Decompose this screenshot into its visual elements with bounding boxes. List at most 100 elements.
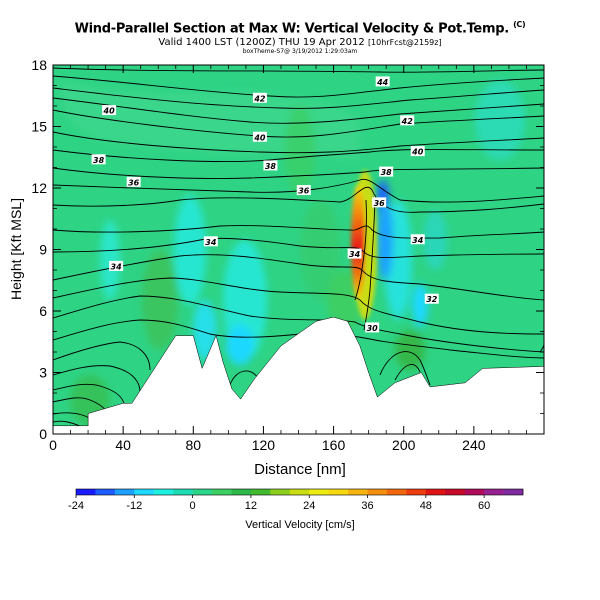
isentrope-label-text: 36 — [374, 199, 386, 208]
isentrope-label-text: 34 — [111, 262, 123, 271]
isentrope-label-text: 40 — [411, 148, 424, 157]
isentrope-label: 34 — [410, 234, 425, 245]
updraft-region — [142, 250, 178, 350]
colorbar-tick-label: 60 — [478, 500, 490, 512]
isentrope-label-bg — [400, 115, 415, 126]
x-tick-label: 0 — [49, 437, 57, 453]
x-tick-label: 200 — [392, 437, 416, 453]
isentrope-label-text: 40 — [253, 133, 266, 142]
isentrope-label: 40 — [252, 131, 267, 142]
isentrope-label-bg — [126, 176, 141, 187]
y-tick-label: 6 — [39, 303, 47, 319]
y-axis-label: Height [Kft MSL] — [8, 198, 24, 300]
colorbar-label: Vertical Velocity [cm/s] — [245, 519, 354, 531]
colorbar-swatch — [153, 489, 174, 495]
colorbar-swatch — [406, 489, 427, 495]
isentrope-label: 40 — [102, 105, 117, 116]
downdraft-core — [377, 200, 393, 280]
isentrope-label-bg — [263, 160, 278, 171]
y-tick-label: 3 — [39, 365, 47, 381]
colorbar-swatch — [270, 489, 291, 495]
isentrope-label-bg — [365, 322, 380, 333]
isentrope-label: 36 — [126, 176, 141, 187]
colorbar-swatch — [95, 489, 116, 495]
isentrope-label-bg — [252, 131, 267, 142]
chart-subtitle: Valid 1400 LST (1200Z) THU 19 Apr 2012 [… — [0, 37, 600, 48]
isentrope-label-text: 38 — [265, 162, 277, 171]
isentrope-label-bg — [296, 185, 311, 196]
colorbar-swatch — [348, 489, 368, 495]
isentrope-label: 34 — [347, 248, 362, 259]
velocity-field-shading — [60, 80, 525, 425]
colorbar-swatch — [367, 489, 388, 495]
x-tick-label: 160 — [322, 437, 346, 453]
colorbar-swatch — [445, 489, 465, 495]
isentrope-label: 34 — [109, 260, 124, 271]
colorbar-swatch — [212, 489, 232, 495]
colorbar-swatch — [464, 489, 485, 495]
x-axis-label: Distance [nm] — [254, 461, 346, 478]
isentrope-label-bg — [203, 236, 218, 247]
isentrope-label: 40 — [410, 146, 425, 157]
colorbar-tick-label: 12 — [245, 500, 257, 512]
isentrope-label: 30 — [365, 322, 380, 333]
colorbar-tick-label: 0 — [190, 500, 196, 512]
x-tick-label: 120 — [252, 437, 276, 453]
isentrope-label: 36 — [372, 197, 387, 208]
colorbar-tick-label: -12 — [126, 500, 142, 512]
isentrope-label-text: 38 — [381, 168, 393, 177]
downdraft-region — [423, 210, 447, 270]
y-tick-label: 9 — [39, 242, 47, 258]
isentrope-label-text: 36 — [298, 187, 310, 196]
isentrope-label-text: 40 — [103, 107, 116, 116]
colorbar-swatch — [484, 489, 504, 495]
colorbar-tick-label: 24 — [303, 500, 315, 512]
isentrope-label-bg — [410, 146, 425, 157]
downdraft-region — [193, 300, 217, 360]
isentrope-label: 34 — [203, 236, 218, 247]
downdraft-region — [174, 195, 206, 305]
isentrope-label: 38 — [91, 154, 106, 165]
isentrope-label: 32 — [424, 293, 439, 304]
isentrope-label-bg — [379, 166, 394, 177]
isentrope-label: 36 — [296, 185, 311, 196]
weak-updraft-region — [60, 80, 360, 160]
plot-field: 44 42 42 40 40 40 38 38 38 36 36 36 34 34 34 34 32 30 — [53, 65, 544, 434]
colorbar-swatch — [328, 489, 349, 495]
isentrope-label: 44 — [375, 76, 390, 87]
isentrope-label-bg — [109, 260, 124, 271]
valid-time-text: Valid 1400 LST (1200Z) THU 19 Apr 2012 — [158, 37, 365, 48]
terrain-mask — [53, 316, 544, 434]
chart-title: Wind-Parallel Section at Max W: Vertical… — [0, 20, 600, 36]
colorbar-swatch — [289, 489, 310, 495]
isentrope-label-text: 36 — [128, 178, 140, 187]
updraft-region — [395, 330, 425, 370]
updraft-core — [351, 183, 366, 301]
isentrope-label-text: 30 — [367, 324, 379, 333]
isentrope-label-text: 38 — [93, 156, 105, 165]
colorbar-swatch — [503, 489, 524, 495]
downdraft-region — [100, 220, 120, 300]
x-tick-label: 40 — [115, 437, 131, 453]
chart-title-text: Wind-Parallel Section at Max W: Vertical… — [74, 21, 510, 37]
isentrope-label-text: 34 — [349, 250, 361, 259]
isentrope-label-bg — [91, 154, 106, 165]
colorbar-swatch — [386, 489, 407, 495]
colorbar-swatch — [231, 489, 252, 495]
colorbar-swatch — [134, 489, 155, 495]
isentrope-label: 38 — [263, 160, 278, 171]
isentrope-label-bg — [424, 293, 439, 304]
colorbar-swatch — [114, 489, 135, 495]
colorbar-swatch — [192, 489, 213, 495]
colorbar-swatch — [425, 489, 446, 495]
y-tick-label: 18 — [31, 57, 47, 73]
updraft-region — [285, 105, 315, 195]
colorbar-frame — [75, 488, 524, 496]
y-tick-label: 0 — [39, 426, 47, 442]
isentrope-label-bg — [102, 105, 117, 116]
isentrope-label-bg — [372, 197, 387, 208]
x-tick-label: 80 — [185, 437, 201, 453]
colorbar-swatch — [76, 489, 96, 495]
